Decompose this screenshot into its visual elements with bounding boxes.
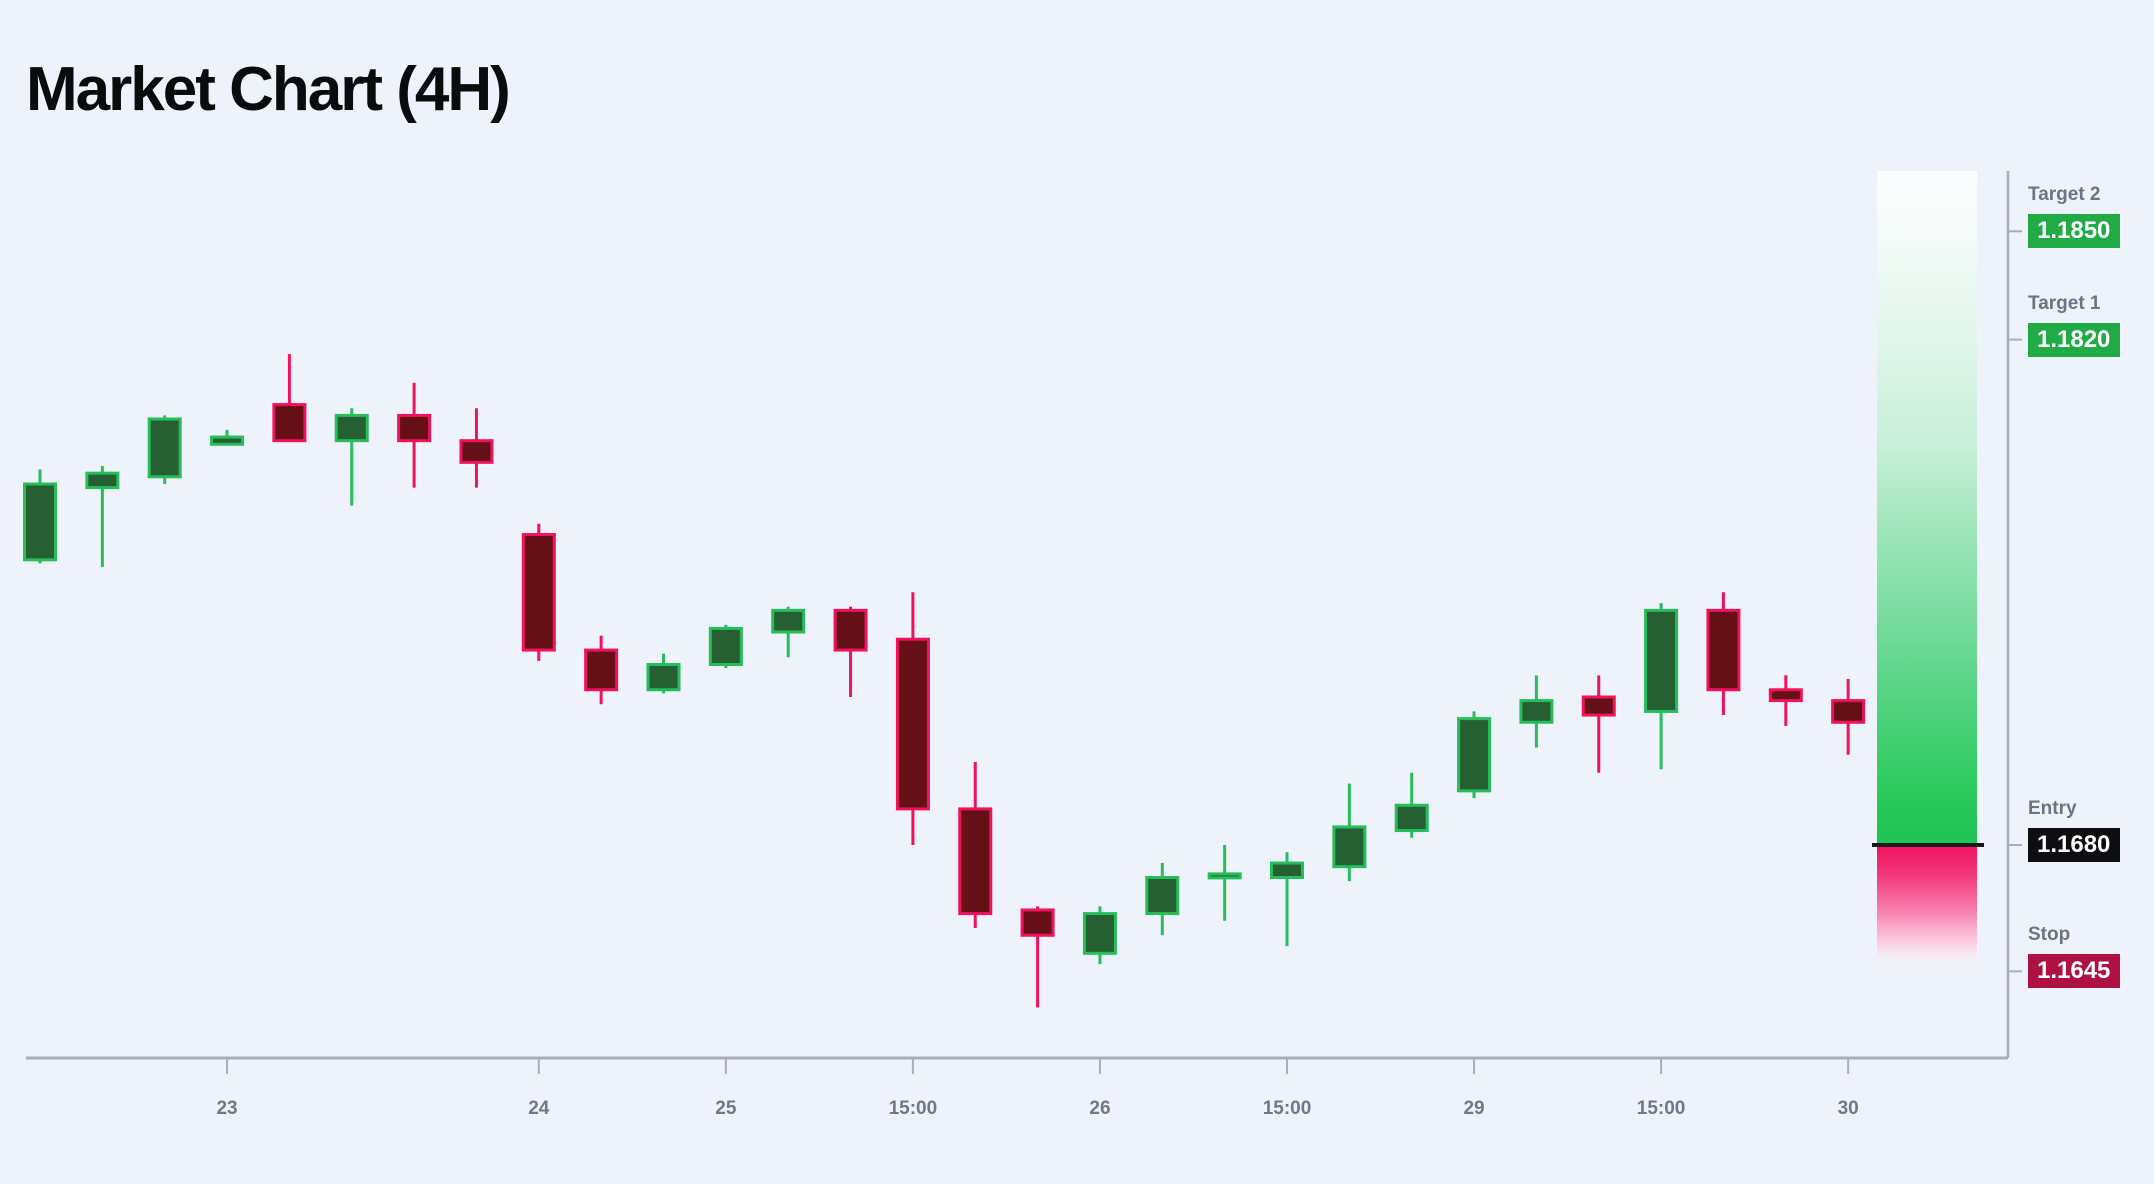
candle-body (1457, 717, 1492, 793)
candle-body (1581, 695, 1616, 717)
candle-body (1519, 699, 1554, 724)
x-axis-tick-label: 23 (216, 1098, 237, 1119)
x-axis-tick-label: 30 (1838, 1098, 1859, 1119)
candle-body (23, 482, 57, 562)
candle-15-down (958, 761, 993, 929)
candle-body (833, 608, 868, 652)
candle-body (1082, 912, 1117, 955)
candle-body (1020, 908, 1055, 937)
candle-body (147, 417, 182, 479)
x-axis-tick-label: 15:00 (889, 1098, 938, 1119)
candle-4-down (272, 354, 307, 443)
page-title: Market Chart (4H) (26, 54, 511, 124)
candle-23-up (1457, 711, 1492, 799)
entry-line (1872, 843, 1984, 847)
candle-12-up (771, 606, 806, 658)
candle-5-up (334, 408, 369, 506)
candle-body (895, 637, 930, 811)
risk-zone (1877, 845, 1977, 970)
level-label-target1: Target 1 (2028, 293, 2101, 314)
candle-body (1145, 875, 1180, 916)
candle-body (334, 413, 369, 443)
candle-18-up (1145, 863, 1180, 936)
candle-body (1831, 699, 1866, 724)
candle-body (521, 533, 556, 652)
candle-3-up (210, 429, 245, 446)
candle-body (646, 663, 681, 692)
price-badge-entry: 1.1680 (2028, 828, 2120, 862)
level-label-stop: Stop (2028, 924, 2071, 945)
candle-10-up (646, 653, 681, 694)
candle-body (584, 648, 619, 692)
price-badge-target1: 1.1820 (2028, 323, 2120, 357)
candle-11-up (708, 624, 743, 669)
candle-22-up (1394, 772, 1429, 838)
candle-14-down (895, 592, 930, 845)
candle-body (1768, 688, 1803, 703)
candle-9-down (584, 635, 619, 705)
candle-26-up (1644, 603, 1679, 770)
candle-body (397, 413, 432, 443)
candle-6-down (397, 382, 432, 488)
candle-body (1332, 825, 1367, 869)
candle-body (1706, 608, 1741, 692)
candle-19-up (1207, 845, 1242, 921)
x-axis-tick-label: 15:00 (1637, 1098, 1686, 1119)
candle-7-down (459, 408, 494, 488)
candle-13-down (833, 606, 868, 697)
candle-body (708, 626, 743, 667)
candle-8-down (521, 523, 556, 661)
x-axis-tick-label: 24 (528, 1098, 550, 1119)
candle-28-down (1768, 675, 1803, 726)
candle-body (1270, 861, 1304, 879)
candle-2-up (147, 415, 182, 484)
candle-27-down (1706, 592, 1741, 716)
candle-21-up (1332, 783, 1367, 882)
candle-17-up (1082, 906, 1117, 965)
candle-1-up (85, 465, 120, 568)
price-badge-target2: 1.1850 (2028, 214, 2120, 248)
candle-body (958, 807, 993, 916)
candle-body (210, 435, 245, 446)
candle-body (1394, 803, 1429, 833)
candle-29-down (1831, 678, 1866, 755)
level-label-target2: Target 2 (2028, 184, 2101, 205)
candle-body (771, 608, 806, 634)
x-axis-tick-label: 15:00 (1263, 1098, 1312, 1119)
candle-20-up (1270, 852, 1304, 947)
level-label-entry: Entry (2028, 798, 2077, 819)
price-badge-stop: 1.1645 (2028, 954, 2120, 988)
candle-body (85, 471, 120, 490)
x-axis-tick-label: 29 (1463, 1098, 1484, 1119)
candle-body (459, 439, 494, 464)
candle-24-up (1519, 675, 1554, 748)
candle-body (1207, 872, 1242, 880)
candle-body (272, 403, 307, 443)
candle-body (1644, 608, 1679, 713)
candle-16-down (1020, 906, 1055, 1008)
reward-zone (1877, 171, 1977, 845)
x-axis-tick-label: 25 (715, 1098, 737, 1119)
x-axis-tick-label: 26 (1089, 1098, 1110, 1119)
candle-0-up (23, 469, 57, 564)
candle-25-down (1581, 675, 1616, 773)
